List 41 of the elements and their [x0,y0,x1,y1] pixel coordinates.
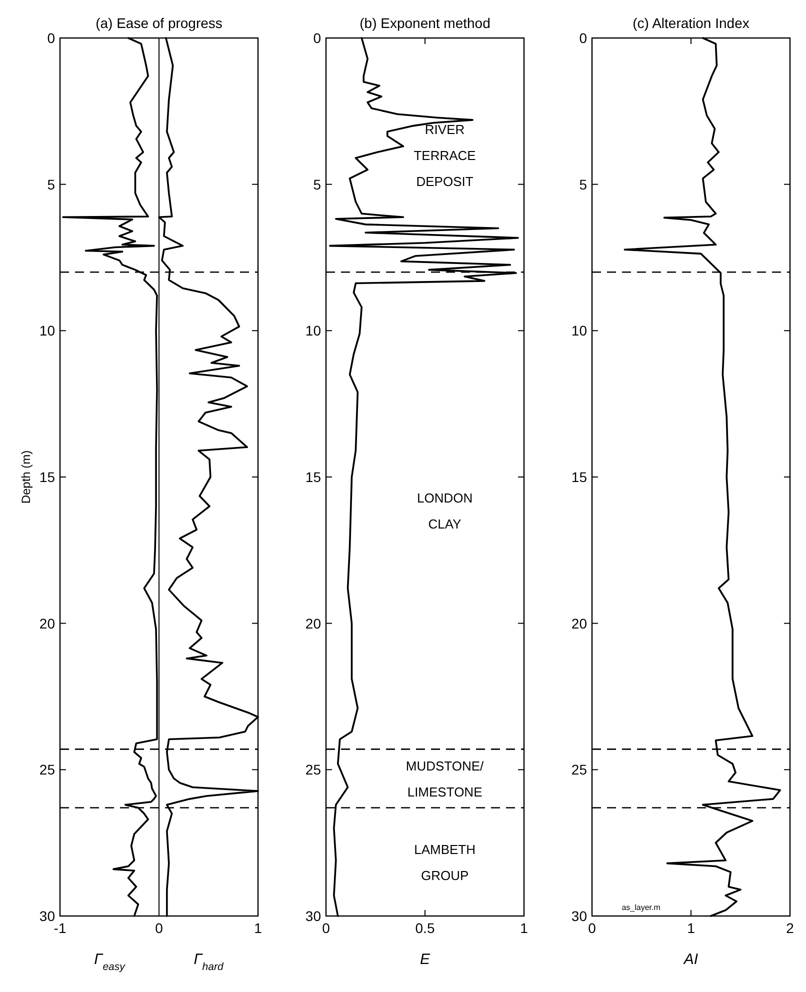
chart-title: (c) Alteration Index [632,15,750,31]
y-tick-label: 20 [571,615,588,632]
y-tick-label: 5 [579,176,588,192]
y-tick-label: 15 [571,469,588,485]
y-tick-label: 25 [571,762,588,778]
y-tick-label: 25 [305,762,322,778]
x-tick-label: 2 [786,920,794,936]
x-tick-label: 0.5 [415,920,435,936]
x-axis-title: E [420,951,431,968]
text: Γ$_{hard}$ [194,951,224,973]
x-tick-label: 0 [155,920,164,936]
y-tick-label: 0 [47,30,56,46]
y-axis-title: Depth (m) [19,450,33,504]
y-tick-label: 0 [313,30,322,46]
y-tick-label: 30 [571,908,588,924]
text: Γ$_{easy}$ [94,951,126,973]
x-tick-label: 1 [254,920,262,936]
chart-title: (b) Exponent method [360,15,490,31]
y-tick-label: 0 [579,30,588,46]
y-tick-label: 10 [39,322,56,339]
chart-title: (a) Ease of progress [96,15,222,31]
y-tick-label: 5 [47,176,56,192]
x-tick-label: -1 [54,920,66,936]
x-tick-label: 1 [687,920,696,936]
annotation: RIVER TERRACE DEPOSIT [414,122,476,190]
y-tick-label: 30 [39,908,56,924]
x-tick-label: 1 [520,920,528,936]
annotation: LAMBETH GROUP [414,842,476,883]
annotation: LONDON CLAY [416,490,473,532]
x-axis-title: AI [682,951,698,968]
y-tick-label: 15 [305,469,322,485]
y-tick-label: 15 [39,469,56,485]
annotation: as_layer.m [622,903,661,912]
annotation: MUDSTONE/LIMESTONE [406,758,484,800]
y-tick-label: 10 [305,322,322,339]
y-tick-label: 25 [39,762,56,778]
y-tick-label: 5 [313,176,322,192]
y-tick-label: 20 [305,615,322,632]
y-tick-label: 30 [305,908,322,924]
y-tick-label: 10 [571,322,588,339]
y-tick-label: 20 [39,615,56,632]
